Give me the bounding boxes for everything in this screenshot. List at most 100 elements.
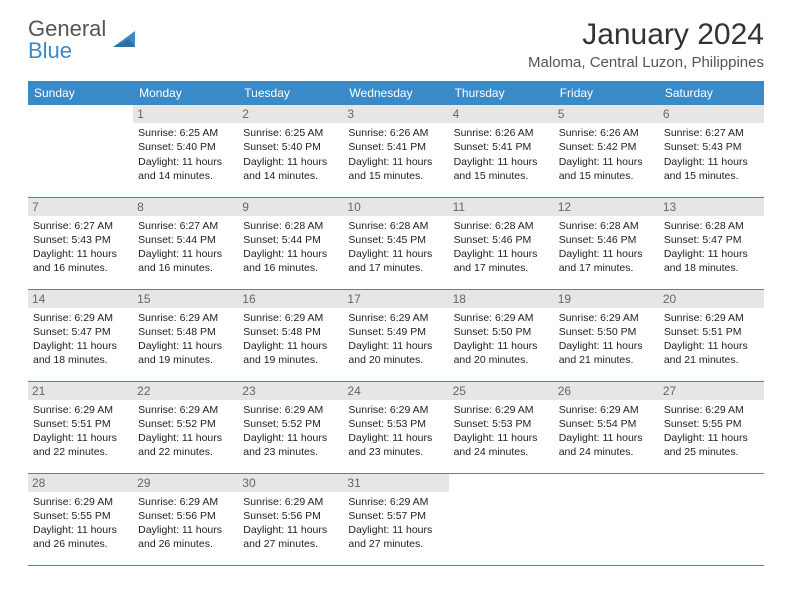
day-number: 28	[28, 474, 133, 492]
day-sunrise: Sunrise: 6:29 AM	[348, 403, 443, 417]
day-day2: and 21 minutes.	[559, 353, 654, 367]
day-day2: and 18 minutes.	[33, 353, 128, 367]
day-day2: and 25 minutes.	[664, 445, 759, 459]
calendar-cell	[28, 105, 133, 197]
day-sunset: Sunset: 5:40 PM	[243, 140, 338, 154]
day-sunset: Sunset: 5:50 PM	[454, 325, 549, 339]
day-day1: Daylight: 11 hours	[243, 431, 338, 445]
day-day1: Daylight: 11 hours	[138, 339, 233, 353]
day-sunset: Sunset: 5:56 PM	[138, 509, 233, 523]
month-title: January 2024	[528, 18, 764, 52]
calendar-row: 21Sunrise: 6:29 AMSunset: 5:51 PMDayligh…	[28, 381, 764, 473]
calendar-cell: 17Sunrise: 6:29 AMSunset: 5:49 PMDayligh…	[343, 289, 448, 381]
day-number: 3	[343, 105, 448, 123]
day-sunset: Sunset: 5:48 PM	[138, 325, 233, 339]
day-day1: Daylight: 11 hours	[559, 431, 654, 445]
title-block: January 2024 Maloma, Central Luzon, Phil…	[528, 18, 764, 71]
page-header: General Blue January 2024 Maloma, Centra…	[28, 18, 764, 71]
day-day2: and 15 minutes.	[348, 169, 443, 183]
day-number: 27	[659, 382, 764, 400]
calendar-cell: 18Sunrise: 6:29 AMSunset: 5:50 PMDayligh…	[449, 289, 554, 381]
day-sunset: Sunset: 5:49 PM	[348, 325, 443, 339]
day-day2: and 18 minutes.	[664, 261, 759, 275]
day-day2: and 24 minutes.	[559, 445, 654, 459]
weekday-header: Monday	[133, 81, 238, 105]
day-day2: and 26 minutes.	[138, 537, 233, 551]
day-sunset: Sunset: 5:45 PM	[348, 233, 443, 247]
calendar-cell: 5Sunrise: 6:26 AMSunset: 5:42 PMDaylight…	[554, 105, 659, 197]
day-number: 16	[238, 290, 343, 308]
day-sunrise: Sunrise: 6:25 AM	[243, 126, 338, 140]
day-number: 19	[554, 290, 659, 308]
day-sunrise: Sunrise: 6:29 AM	[454, 403, 549, 417]
day-day2: and 19 minutes.	[243, 353, 338, 367]
day-sunset: Sunset: 5:53 PM	[348, 417, 443, 431]
day-day1: Daylight: 11 hours	[33, 431, 128, 445]
day-number: 13	[659, 198, 764, 216]
day-day2: and 22 minutes.	[138, 445, 233, 459]
day-number: 17	[343, 290, 448, 308]
day-sunset: Sunset: 5:53 PM	[454, 417, 549, 431]
day-day1: Daylight: 11 hours	[243, 155, 338, 169]
day-number: 22	[133, 382, 238, 400]
day-sunset: Sunset: 5:57 PM	[348, 509, 443, 523]
day-number: 9	[238, 198, 343, 216]
day-day2: and 21 minutes.	[664, 353, 759, 367]
logo-triangle-icon	[111, 25, 137, 56]
location-text: Maloma, Central Luzon, Philippines	[528, 54, 764, 71]
day-day2: and 22 minutes.	[33, 445, 128, 459]
day-day1: Daylight: 11 hours	[348, 431, 443, 445]
weekday-header: Thursday	[449, 81, 554, 105]
day-number: 14	[28, 290, 133, 308]
day-number: 12	[554, 198, 659, 216]
day-sunrise: Sunrise: 6:29 AM	[243, 495, 338, 509]
calendar-cell: 22Sunrise: 6:29 AMSunset: 5:52 PMDayligh…	[133, 381, 238, 473]
calendar-cell: 30Sunrise: 6:29 AMSunset: 5:56 PMDayligh…	[238, 473, 343, 565]
day-sunrise: Sunrise: 6:29 AM	[664, 311, 759, 325]
calendar-cell	[659, 473, 764, 565]
calendar-cell: 10Sunrise: 6:28 AMSunset: 5:45 PMDayligh…	[343, 197, 448, 289]
calendar-cell: 3Sunrise: 6:26 AMSunset: 5:41 PMDaylight…	[343, 105, 448, 197]
day-day1: Daylight: 11 hours	[243, 523, 338, 537]
day-number: 1	[133, 105, 238, 123]
calendar-cell: 21Sunrise: 6:29 AMSunset: 5:51 PMDayligh…	[28, 381, 133, 473]
day-sunset: Sunset: 5:40 PM	[138, 140, 233, 154]
day-sunset: Sunset: 5:41 PM	[454, 140, 549, 154]
day-sunset: Sunset: 5:43 PM	[664, 140, 759, 154]
day-sunrise: Sunrise: 6:29 AM	[559, 311, 654, 325]
weekday-header: Tuesday	[238, 81, 343, 105]
day-sunrise: Sunrise: 6:28 AM	[664, 219, 759, 233]
calendar-cell: 28Sunrise: 6:29 AMSunset: 5:55 PMDayligh…	[28, 473, 133, 565]
day-number: 24	[343, 382, 448, 400]
calendar-cell: 7Sunrise: 6:27 AMSunset: 5:43 PMDaylight…	[28, 197, 133, 289]
day-number: 25	[449, 382, 554, 400]
day-sunrise: Sunrise: 6:29 AM	[559, 403, 654, 417]
calendar-cell: 26Sunrise: 6:29 AMSunset: 5:54 PMDayligh…	[554, 381, 659, 473]
day-sunset: Sunset: 5:42 PM	[559, 140, 654, 154]
day-sunset: Sunset: 5:50 PM	[559, 325, 654, 339]
calendar-cell: 8Sunrise: 6:27 AMSunset: 5:44 PMDaylight…	[133, 197, 238, 289]
day-sunrise: Sunrise: 6:28 AM	[243, 219, 338, 233]
calendar-cell: 19Sunrise: 6:29 AMSunset: 5:50 PMDayligh…	[554, 289, 659, 381]
day-number: 7	[28, 198, 133, 216]
calendar-cell: 13Sunrise: 6:28 AMSunset: 5:47 PMDayligh…	[659, 197, 764, 289]
day-sunrise: Sunrise: 6:29 AM	[138, 495, 233, 509]
calendar-row: 1Sunrise: 6:25 AMSunset: 5:40 PMDaylight…	[28, 105, 764, 197]
weekday-header: Sunday	[28, 81, 133, 105]
day-sunrise: Sunrise: 6:29 AM	[33, 403, 128, 417]
day-sunset: Sunset: 5:51 PM	[33, 417, 128, 431]
day-day1: Daylight: 11 hours	[138, 431, 233, 445]
day-sunset: Sunset: 5:44 PM	[243, 233, 338, 247]
day-number: 2	[238, 105, 343, 123]
day-day1: Daylight: 11 hours	[138, 523, 233, 537]
calendar-row: 14Sunrise: 6:29 AMSunset: 5:47 PMDayligh…	[28, 289, 764, 381]
calendar-cell: 14Sunrise: 6:29 AMSunset: 5:47 PMDayligh…	[28, 289, 133, 381]
day-sunset: Sunset: 5:54 PM	[559, 417, 654, 431]
day-day2: and 15 minutes.	[559, 169, 654, 183]
day-sunrise: Sunrise: 6:28 AM	[559, 219, 654, 233]
day-day2: and 27 minutes.	[348, 537, 443, 551]
day-number: 18	[449, 290, 554, 308]
day-sunset: Sunset: 5:44 PM	[138, 233, 233, 247]
day-day2: and 16 minutes.	[33, 261, 128, 275]
calendar-cell: 27Sunrise: 6:29 AMSunset: 5:55 PMDayligh…	[659, 381, 764, 473]
